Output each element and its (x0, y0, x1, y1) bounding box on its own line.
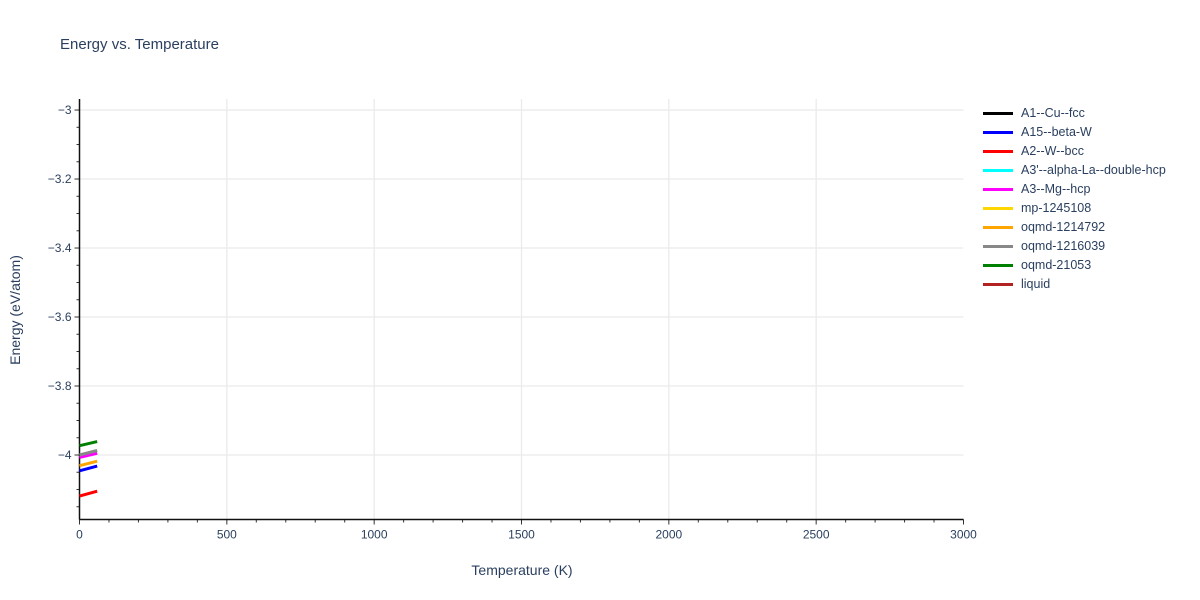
legend-item-a15-beta-w[interactable]: A15--beta-W (983, 123, 1166, 142)
y-tick-label: −3.6 (48, 310, 72, 324)
legend-swatch-a3-alpha-la-double-hcp (983, 169, 1013, 172)
series-line-oqmd-21053 (79, 440, 98, 448)
chart-title: Energy vs. Temperature (60, 36, 219, 53)
x-tick-label: 0 (76, 527, 83, 541)
legend-swatch-oqmd-1216039 (983, 245, 1013, 248)
legend-item-a3-alpha-la-double-hcp[interactable]: A3'--alpha-La--double-hcp (983, 161, 1166, 180)
legend-item-liquid[interactable]: liquid (983, 275, 1166, 294)
legend-label: oqmd-21053 (1021, 258, 1092, 273)
legend-item-a3-mg-hcp[interactable]: A3--Mg--hcp (983, 180, 1166, 199)
x-tick-label: 1500 (508, 527, 535, 541)
x-tick-label: 2500 (803, 527, 830, 541)
legend-item-a1-cu-fcc[interactable]: A1--Cu--fcc (983, 104, 1166, 123)
legend-label: A2--W--bcc (1021, 144, 1084, 159)
legend-item-oqmd-21053[interactable]: oqmd-21053 (983, 256, 1166, 275)
series-line-oqmd-1214792 (79, 459, 98, 468)
y-tick-label: −3.2 (48, 172, 72, 186)
legend-label: oqmd-1214792 (1021, 220, 1106, 235)
x-tick-label: 1000 (361, 527, 388, 541)
legend-label: oqmd-1216039 (1021, 239, 1106, 254)
legend-label: A15--beta-W (1021, 125, 1092, 140)
y-tick-label: −3.4 (48, 241, 72, 255)
legend-swatch-oqmd-1214792 (983, 226, 1013, 229)
legend-label: liquid (1021, 277, 1051, 292)
legend: A1--Cu--fcc A15--beta-W A2--W--bcc A3'--alp… (983, 104, 1166, 294)
x-axis-title: Temperature (K) (471, 562, 573, 578)
series-line-oqmd-1216039 (79, 449, 98, 457)
legend-swatch-oqmd-21053 (983, 264, 1013, 267)
legend-label: mp-1245108 (1021, 201, 1092, 216)
legend-item-mp-1245108[interactable]: mp-1245108 (983, 199, 1166, 218)
legend-swatch-a1-cu-fcc (983, 112, 1013, 115)
legend-item-a2-w-bcc[interactable]: A2--W--bcc (983, 142, 1166, 161)
legend-swatch-a2-w-bcc (983, 150, 1013, 153)
x-tick-label: 500 (217, 527, 237, 541)
y-tick-label: −4 (58, 448, 72, 462)
legend-label: A1--Cu--fcc (1021, 106, 1085, 121)
legend-swatch-liquid (983, 283, 1013, 286)
legend-swatch-mp-1245108 (983, 207, 1013, 210)
legend-swatch-a3-mg-hcp (983, 188, 1013, 191)
legend-label: A3'--alpha-La--double-hcp (1021, 163, 1166, 178)
series-line-a2-w-bcc (79, 489, 98, 498)
legend-item-oqmd-1216039[interactable]: oqmd-1216039 (983, 237, 1166, 256)
legend-item-oqmd-1214792[interactable]: oqmd-1214792 (983, 218, 1166, 237)
legend-label: A3--Mg--hcp (1021, 182, 1091, 197)
x-tick-label: 3000 (950, 527, 977, 541)
y-tick-label: −3 (58, 103, 72, 117)
series-line-a3-mg-hcp (79, 451, 98, 459)
x-tick-label: 2000 (655, 527, 682, 541)
legend-swatch-a15-beta-w (983, 131, 1013, 134)
y-tick-label: −3.8 (48, 379, 72, 393)
series-line-a15-beta-w (79, 464, 98, 473)
